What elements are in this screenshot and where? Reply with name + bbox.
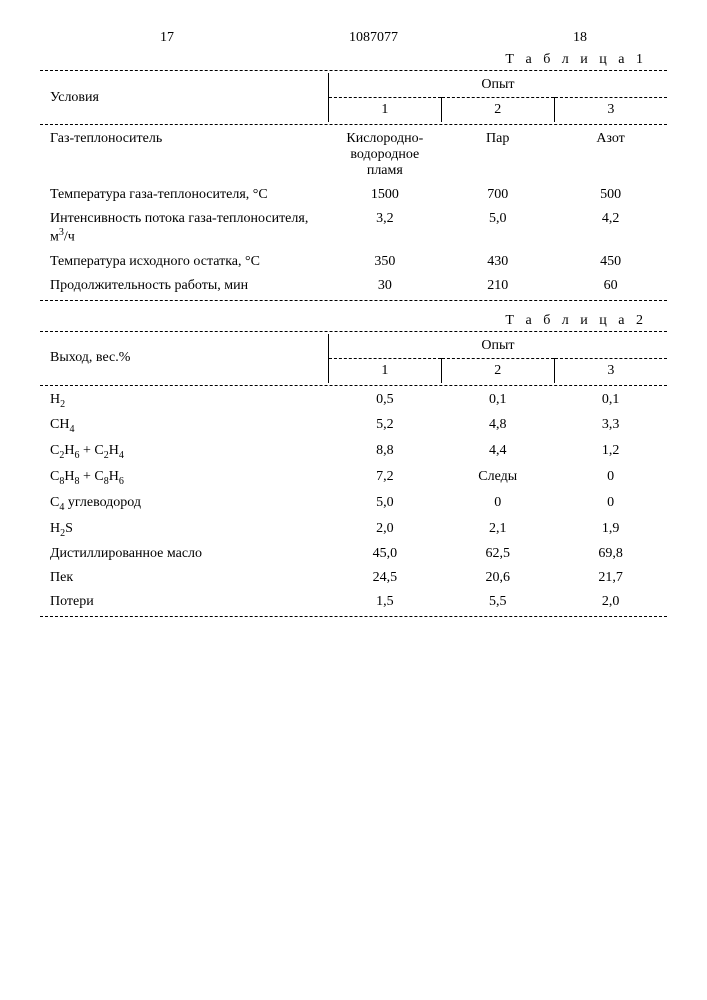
left-page-number: 17 xyxy=(160,30,174,46)
t1-col-2: 2 xyxy=(441,98,554,123)
cell: Кислородно-водородное пламя xyxy=(328,127,441,183)
row-label: C2H6 + C2H4 xyxy=(40,439,328,465)
cell: 450 xyxy=(554,250,667,274)
table-row: H2S2,02,11,9 xyxy=(40,517,667,543)
cell: 20,6 xyxy=(441,566,554,590)
cell: 30 xyxy=(328,274,441,298)
cell: 500 xyxy=(554,183,667,207)
table-row: H20,50,10,1 xyxy=(40,388,667,414)
cell: 2,1 xyxy=(441,517,554,543)
cell: 0,1 xyxy=(441,388,554,414)
t2-col-1: 1 xyxy=(328,358,441,383)
table2: Выход, вес.% Опыт 1 2 3 H20,50,10,1CH45,… xyxy=(40,334,667,615)
t1-col-3: 3 xyxy=(554,98,667,123)
cell: 3,3 xyxy=(554,413,667,439)
divider xyxy=(40,300,667,301)
cell: 2,0 xyxy=(554,590,667,614)
cell: Пар xyxy=(441,127,554,183)
table1: Условия Опыт 1 2 3 Газ-теплоносительКисл… xyxy=(40,73,667,298)
table-row: C2H6 + C2H48,84,41,2 xyxy=(40,439,667,465)
cell: 8,8 xyxy=(328,439,441,465)
table-row: Пек24,520,621,7 xyxy=(40,566,667,590)
cell: 5,0 xyxy=(441,207,554,250)
cell: 0 xyxy=(554,491,667,517)
cell: 5,0 xyxy=(328,491,441,517)
cell: 0,1 xyxy=(554,388,667,414)
row-label: Температура газа-теплоносителя, °С xyxy=(40,183,328,207)
cell: 4,2 xyxy=(554,207,667,250)
cell: 21,7 xyxy=(554,566,667,590)
cell: 0 xyxy=(441,491,554,517)
cell: 1,2 xyxy=(554,439,667,465)
table2-caption: Т а б л и ц а 2 xyxy=(40,313,667,329)
t2-col-2: 2 xyxy=(441,358,554,383)
cell: 62,5 xyxy=(441,542,554,566)
divider xyxy=(40,331,667,332)
cell: 0,5 xyxy=(328,388,441,414)
cell: 69,8 xyxy=(554,542,667,566)
cell: Следы xyxy=(441,465,554,491)
row-label: Температура исходного остатка, °С xyxy=(40,250,328,274)
divider xyxy=(40,616,667,617)
row-label: Потери xyxy=(40,590,328,614)
page-header: 17 1087077 18 xyxy=(40,30,667,46)
cell: 7,2 xyxy=(328,465,441,491)
row-label: C4 углеводород xyxy=(40,491,328,517)
table-row: Продолжительность работы, мин3021060 xyxy=(40,274,667,298)
table-row: Температура газа-теплоносителя, °С150070… xyxy=(40,183,667,207)
cell: 3,2 xyxy=(328,207,441,250)
t1-header-left: Условия xyxy=(40,73,328,122)
row-label: C8H8 + C8H6 xyxy=(40,465,328,491)
t1-header-group: Опыт xyxy=(328,73,667,98)
table-row: Дистиллированное масло45,062,569,8 xyxy=(40,542,667,566)
cell: 2,0 xyxy=(328,517,441,543)
cell: 700 xyxy=(441,183,554,207)
cell: Азот xyxy=(554,127,667,183)
table-row: C4 углеводород5,000 xyxy=(40,491,667,517)
t1-col-1: 1 xyxy=(328,98,441,123)
t2-header-left: Выход, вес.% xyxy=(40,334,328,383)
cell: 4,8 xyxy=(441,413,554,439)
divider xyxy=(40,70,667,71)
cell: 1,9 xyxy=(554,517,667,543)
row-label: H2 xyxy=(40,388,328,414)
cell: 430 xyxy=(441,250,554,274)
divider xyxy=(40,385,667,386)
cell: 350 xyxy=(328,250,441,274)
table1-caption: Т а б л и ц а 1 xyxy=(40,52,667,68)
row-label: Пек xyxy=(40,566,328,590)
cell: 1,5 xyxy=(328,590,441,614)
table-row: CH45,24,83,3 xyxy=(40,413,667,439)
cell: 0 xyxy=(554,465,667,491)
row-label: Продолжительность работы, мин xyxy=(40,274,328,298)
cell: 45,0 xyxy=(328,542,441,566)
row-label: CH4 xyxy=(40,413,328,439)
table-row: C8H8 + C8H67,2Следы0 xyxy=(40,465,667,491)
t2-col-3: 3 xyxy=(554,358,667,383)
cell: 5,2 xyxy=(328,413,441,439)
right-page-number: 18 xyxy=(573,30,587,46)
t2-header-group: Опыт xyxy=(328,334,667,359)
cell: 24,5 xyxy=(328,566,441,590)
table-row: Газ-теплоносительКислородно-водородное п… xyxy=(40,127,667,183)
table-row: Потери1,55,52,0 xyxy=(40,590,667,614)
cell: 210 xyxy=(441,274,554,298)
cell: 4,4 xyxy=(441,439,554,465)
cell: 60 xyxy=(554,274,667,298)
table-row: Температура исходного остатка, °С3504304… xyxy=(40,250,667,274)
row-label: H2S xyxy=(40,517,328,543)
divider xyxy=(40,124,667,125)
cell: 5,5 xyxy=(441,590,554,614)
document-number: 1087077 xyxy=(349,30,398,46)
table-row: Интенсивность потока газа-теплоносителя,… xyxy=(40,207,667,250)
row-label: Интенсивность потока газа-теплоносителя,… xyxy=(40,207,328,250)
row-label: Дистиллированное масло xyxy=(40,542,328,566)
cell: 1500 xyxy=(328,183,441,207)
row-label: Газ-теплоноситель xyxy=(40,127,328,183)
